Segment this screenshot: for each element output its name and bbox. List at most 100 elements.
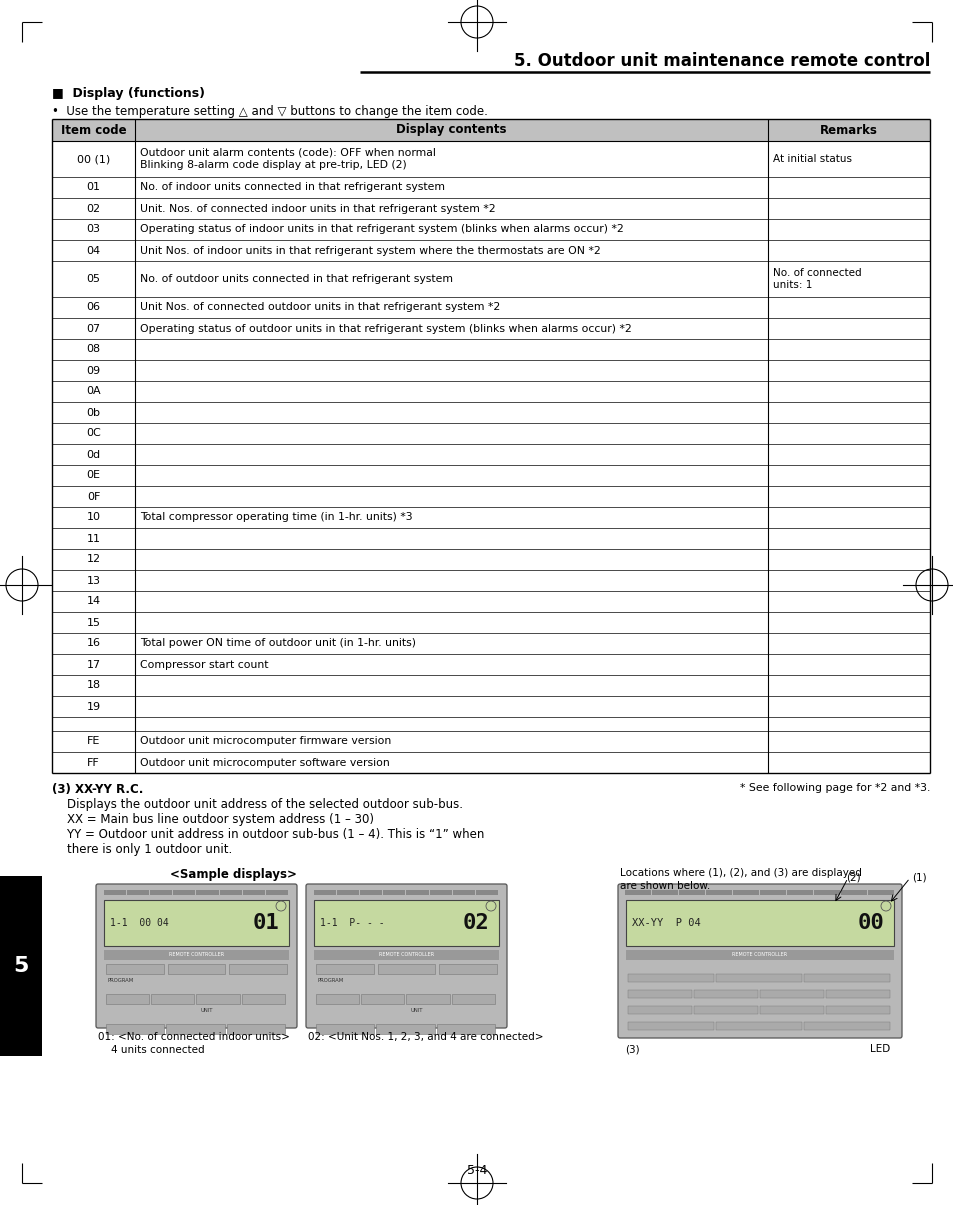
Text: 02: 02 bbox=[462, 913, 489, 933]
Bar bbox=[627, 1006, 691, 1013]
Text: Compressor start count: Compressor start count bbox=[140, 659, 269, 670]
Text: <Sample displays>: <Sample displays> bbox=[170, 868, 296, 881]
Bar bbox=[867, 890, 893, 895]
Text: Operating status of outdoor units in that refrigerant system (blinks when alarms: Operating status of outdoor units in tha… bbox=[140, 323, 632, 334]
Text: Item code: Item code bbox=[61, 123, 127, 136]
Bar bbox=[760, 1006, 823, 1013]
Text: No. of connected
units: 1: No. of connected units: 1 bbox=[772, 268, 861, 290]
Bar bbox=[803, 974, 889, 982]
Bar bbox=[315, 994, 359, 1004]
Bar bbox=[760, 991, 823, 998]
Text: (3) XX-YY R.C.: (3) XX-YY R.C. bbox=[52, 783, 143, 797]
Bar bbox=[314, 890, 335, 895]
Bar bbox=[229, 964, 287, 974]
Text: 08: 08 bbox=[87, 345, 101, 354]
Text: 19: 19 bbox=[87, 701, 101, 711]
Bar bbox=[104, 950, 289, 960]
Bar bbox=[627, 991, 691, 998]
Text: Display contents: Display contents bbox=[395, 123, 506, 136]
Bar bbox=[825, 1006, 889, 1013]
Bar bbox=[436, 1024, 495, 1034]
Text: 03: 03 bbox=[87, 224, 101, 235]
Bar bbox=[360, 890, 382, 895]
Bar bbox=[227, 1024, 285, 1034]
Bar bbox=[453, 890, 475, 895]
Bar bbox=[625, 950, 893, 960]
Bar bbox=[452, 994, 495, 1004]
Text: 00 (1): 00 (1) bbox=[77, 154, 111, 164]
Bar bbox=[168, 964, 225, 974]
Text: 06: 06 bbox=[87, 302, 101, 312]
Text: REMOTE CONTROLLER: REMOTE CONTROLLER bbox=[732, 952, 787, 958]
Text: Unit Nos. of connected outdoor units in that refrigerant system *2: Unit Nos. of connected outdoor units in … bbox=[140, 302, 500, 312]
Bar bbox=[406, 994, 449, 1004]
Bar bbox=[173, 890, 195, 895]
Text: (3): (3) bbox=[624, 1044, 639, 1054]
Text: 16: 16 bbox=[87, 639, 101, 648]
Bar bbox=[314, 950, 498, 960]
Bar bbox=[679, 890, 704, 895]
Text: 07: 07 bbox=[87, 323, 101, 334]
Text: 0A: 0A bbox=[87, 387, 101, 396]
Text: (1): (1) bbox=[911, 872, 925, 883]
Text: FE: FE bbox=[87, 736, 100, 747]
Text: 4 units connected: 4 units connected bbox=[98, 1045, 204, 1056]
Text: XX = Main bus line outdoor system address (1 – 30): XX = Main bus line outdoor system addres… bbox=[52, 813, 374, 825]
Bar bbox=[705, 890, 731, 895]
Bar bbox=[150, 890, 172, 895]
Bar bbox=[476, 890, 497, 895]
Text: YY = Outdoor unit address in outdoor sub-bus (1 – 4). This is “1” when: YY = Outdoor unit address in outdoor sub… bbox=[52, 828, 484, 841]
Text: there is only 1 outdoor unit.: there is only 1 outdoor unit. bbox=[52, 844, 232, 856]
Bar bbox=[106, 994, 149, 1004]
Bar bbox=[241, 994, 285, 1004]
Bar bbox=[624, 890, 650, 895]
Text: 01: 01 bbox=[87, 182, 101, 193]
Text: 5: 5 bbox=[13, 956, 29, 976]
Bar bbox=[383, 890, 405, 895]
Bar bbox=[627, 974, 713, 982]
Text: Total compressor operating time (in 1-hr. units) *3: Total compressor operating time (in 1-hr… bbox=[140, 512, 413, 523]
Bar bbox=[377, 964, 435, 974]
Bar bbox=[693, 1006, 758, 1013]
Text: FF: FF bbox=[88, 758, 100, 768]
Bar bbox=[336, 890, 359, 895]
Text: Remarks: Remarks bbox=[819, 123, 877, 136]
Bar bbox=[127, 890, 149, 895]
Text: 0b: 0b bbox=[87, 407, 101, 417]
Text: 13: 13 bbox=[87, 576, 101, 586]
Text: 14: 14 bbox=[87, 596, 101, 606]
Text: 0F: 0F bbox=[87, 492, 100, 501]
Text: Operating status of indoor units in that refrigerant system (blinks when alarms : Operating status of indoor units in that… bbox=[140, 224, 623, 235]
Text: 1-1  00 04: 1-1 00 04 bbox=[110, 918, 169, 928]
Text: 0C: 0C bbox=[86, 429, 101, 439]
Bar bbox=[314, 900, 498, 946]
Text: 00: 00 bbox=[857, 913, 883, 933]
Text: XX-YY  P 04: XX-YY P 04 bbox=[631, 918, 700, 928]
Bar bbox=[786, 890, 812, 895]
Text: PROGRAM: PROGRAM bbox=[317, 978, 344, 983]
Text: 05: 05 bbox=[87, 274, 101, 284]
Bar bbox=[196, 890, 218, 895]
Bar bbox=[375, 1024, 435, 1034]
Text: 15: 15 bbox=[87, 617, 101, 628]
Bar bbox=[166, 1024, 224, 1034]
Text: Outdoor unit microcomputer software version: Outdoor unit microcomputer software vers… bbox=[140, 758, 390, 768]
Bar bbox=[0, 876, 42, 1056]
Bar bbox=[219, 890, 241, 895]
Text: Displays the outdoor unit address of the selected outdoor sub-bus.: Displays the outdoor unit address of the… bbox=[52, 798, 462, 811]
Bar bbox=[106, 964, 164, 974]
Bar bbox=[439, 964, 497, 974]
Text: •  Use the temperature setting △ and ▽ buttons to change the item code.: • Use the temperature setting △ and ▽ bu… bbox=[52, 105, 487, 118]
Bar bbox=[315, 1024, 374, 1034]
Text: REMOTE CONTROLLER: REMOTE CONTROLLER bbox=[169, 952, 224, 958]
Bar bbox=[841, 890, 866, 895]
Bar bbox=[242, 890, 265, 895]
Text: 01: <No. of connected indoor units>: 01: <No. of connected indoor units> bbox=[98, 1031, 290, 1042]
Bar bbox=[361, 994, 404, 1004]
FancyBboxPatch shape bbox=[306, 884, 506, 1028]
Text: 09: 09 bbox=[87, 365, 101, 376]
Text: REMOTE CONTROLLER: REMOTE CONTROLLER bbox=[378, 952, 434, 958]
Text: (2): (2) bbox=[845, 872, 860, 883]
Bar bbox=[651, 890, 678, 895]
Text: Outdoor unit microcomputer firmware version: Outdoor unit microcomputer firmware vers… bbox=[140, 736, 392, 747]
